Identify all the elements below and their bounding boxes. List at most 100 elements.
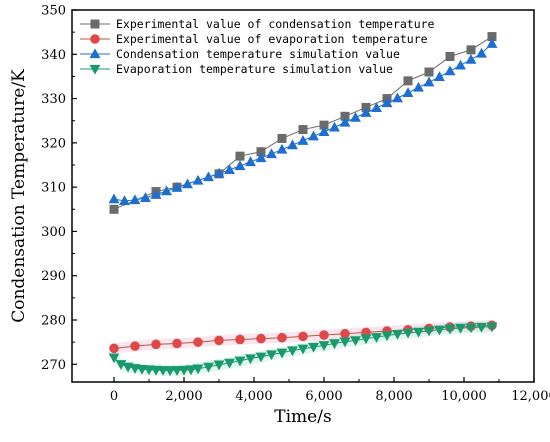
data-point xyxy=(203,171,214,182)
data-point xyxy=(119,195,130,206)
data-point xyxy=(151,339,161,350)
data-point xyxy=(161,185,172,196)
x-tick-label: 6,000 xyxy=(305,389,342,404)
data-point xyxy=(298,331,308,342)
data-point xyxy=(185,365,197,376)
data-point xyxy=(266,148,277,159)
data-point xyxy=(224,164,235,175)
data-point xyxy=(129,194,141,205)
data-point xyxy=(402,87,414,97)
data-point xyxy=(143,365,155,376)
data-point xyxy=(486,38,498,48)
data-point xyxy=(130,341,140,351)
data-point xyxy=(308,130,319,141)
data-point xyxy=(392,329,403,340)
x-tick-label: 0 xyxy=(110,389,118,404)
data-point xyxy=(245,156,256,167)
data-point xyxy=(371,333,382,343)
y-tick-label: 300 xyxy=(41,225,66,240)
legend-item: Experimental value of evaporation temper… xyxy=(80,32,428,46)
data-point xyxy=(465,323,477,334)
data-point xyxy=(150,365,162,376)
data-point xyxy=(109,343,119,354)
data-point xyxy=(213,360,225,371)
data-point xyxy=(178,365,190,376)
data-point xyxy=(213,167,225,178)
data-point xyxy=(171,181,183,192)
data-point xyxy=(157,366,169,376)
data-point xyxy=(444,324,456,335)
legend-marker xyxy=(89,48,101,59)
data-point xyxy=(276,143,288,154)
data-point xyxy=(486,322,498,333)
y-tick-label: 320 xyxy=(41,136,66,151)
data-point xyxy=(476,47,487,58)
data-point xyxy=(150,189,162,199)
data-point xyxy=(266,350,277,361)
x-tick-label: 10,000 xyxy=(441,389,487,404)
x-axis: 0 2,000 4,000 6,000 8,000 10,000 12,000 xyxy=(110,377,550,404)
data-point xyxy=(255,152,267,163)
y-tick-label: 280 xyxy=(41,314,66,329)
x-tick-label: 2,000 xyxy=(165,389,202,404)
data-point xyxy=(287,346,298,357)
x-tick-label: 12,000 xyxy=(511,389,550,404)
data-point xyxy=(109,204,119,214)
legend-label: Condensation temperature simulation valu… xyxy=(116,47,400,61)
data-point xyxy=(308,342,319,353)
legend-marker xyxy=(90,19,100,29)
data-point xyxy=(108,353,120,364)
data-point xyxy=(350,336,361,347)
data-point xyxy=(140,192,151,202)
data-point xyxy=(413,81,424,92)
legend-marker xyxy=(89,64,101,75)
y-axis-title: Condensation Temperature/K xyxy=(9,69,29,323)
data-point xyxy=(245,354,256,365)
data-point xyxy=(277,133,287,143)
y-tick-label: 330 xyxy=(41,92,66,107)
legend-label: Experimental value of evaporation temper… xyxy=(116,32,428,46)
data-point xyxy=(171,366,183,376)
data-point xyxy=(172,338,182,349)
data-point xyxy=(115,360,127,370)
series-layer xyxy=(108,32,498,377)
data-point xyxy=(371,102,382,113)
data-point xyxy=(136,364,148,375)
data-point xyxy=(108,193,120,204)
legend-item: Evaporation temperature simulation value xyxy=(80,62,393,76)
y-tick-label: 350 xyxy=(41,4,66,19)
data-point xyxy=(340,328,350,339)
data-point xyxy=(413,327,424,338)
data-point xyxy=(192,174,204,185)
series-3 xyxy=(108,38,498,206)
data-point xyxy=(339,116,351,127)
legend-item: Condensation temperature simulation valu… xyxy=(80,47,400,61)
data-point xyxy=(329,339,340,350)
data-point xyxy=(193,337,203,347)
y-tick-label: 290 xyxy=(41,269,66,284)
data-point xyxy=(466,45,476,55)
data-point xyxy=(423,76,435,87)
y-tick-label: 340 xyxy=(41,48,66,63)
data-point xyxy=(277,332,287,343)
data-point xyxy=(434,71,445,82)
data-point xyxy=(276,348,288,359)
data-point xyxy=(255,352,267,363)
y-tick-label: 270 xyxy=(41,358,66,373)
data-point xyxy=(182,178,193,189)
data-point xyxy=(455,323,466,334)
data-point xyxy=(360,334,372,345)
data-point xyxy=(256,333,266,344)
legend-label: Evaporation temperature simulation value xyxy=(116,62,393,76)
data-point xyxy=(234,160,246,171)
data-point xyxy=(423,326,435,337)
data-point xyxy=(434,325,445,336)
legend-label: Experimental value of condensation tempe… xyxy=(116,17,435,31)
data-point xyxy=(392,92,403,103)
data-point xyxy=(339,337,351,348)
data-point xyxy=(455,59,466,70)
data-point xyxy=(402,328,414,339)
data-point xyxy=(444,65,456,76)
